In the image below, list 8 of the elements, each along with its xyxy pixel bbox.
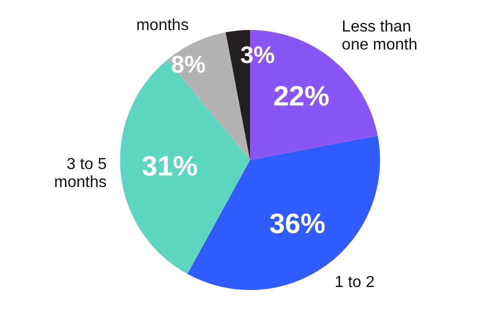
data-label: 36% xyxy=(269,208,326,239)
data-label: 31% xyxy=(142,150,198,182)
slice-label: 1 to 2 xyxy=(334,274,375,291)
data-label: 22% xyxy=(273,80,330,112)
data-label: 8% xyxy=(171,52,206,79)
slice-label: Less than one month xyxy=(342,18,418,54)
slice-label: 3 to 5 months xyxy=(54,156,107,191)
slice-label: months xyxy=(136,17,189,34)
